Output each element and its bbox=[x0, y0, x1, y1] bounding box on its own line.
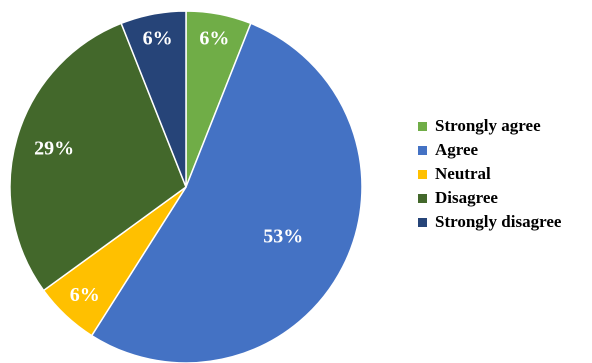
data-label-neutral: 6% bbox=[70, 284, 100, 306]
data-label-strongly-disagree: 6% bbox=[143, 27, 173, 49]
legend-label: Strongly disagree bbox=[435, 212, 561, 232]
legend-item-neutral: Neutral bbox=[418, 162, 561, 186]
legend-label: Disagree bbox=[435, 188, 498, 208]
legend-item-strongly-agree: Strongly agree bbox=[418, 114, 561, 138]
legend-item-disagree: Disagree bbox=[418, 186, 561, 210]
legend-swatch bbox=[418, 218, 427, 227]
legend-swatch bbox=[418, 194, 427, 203]
legend-swatch bbox=[418, 122, 427, 131]
pie-slices bbox=[10, 11, 362, 363]
legend-swatch bbox=[418, 170, 427, 179]
legend-item-agree: Agree bbox=[418, 138, 561, 162]
chart-legend: Strongly agree Agree Neutral Disagree Strong… bbox=[418, 114, 561, 234]
data-label-strongly-agree: 6% bbox=[199, 27, 229, 49]
data-label-agree: 53% bbox=[263, 226, 303, 248]
legend-label: Neutral bbox=[435, 164, 491, 184]
legend-item-strongly-disagree: Strongly disagree bbox=[418, 210, 561, 234]
legend-label: Strongly agree bbox=[435, 116, 541, 136]
legend-label: Agree bbox=[435, 140, 478, 160]
data-label-disagree: 29% bbox=[34, 138, 74, 160]
legend-swatch bbox=[418, 146, 427, 155]
